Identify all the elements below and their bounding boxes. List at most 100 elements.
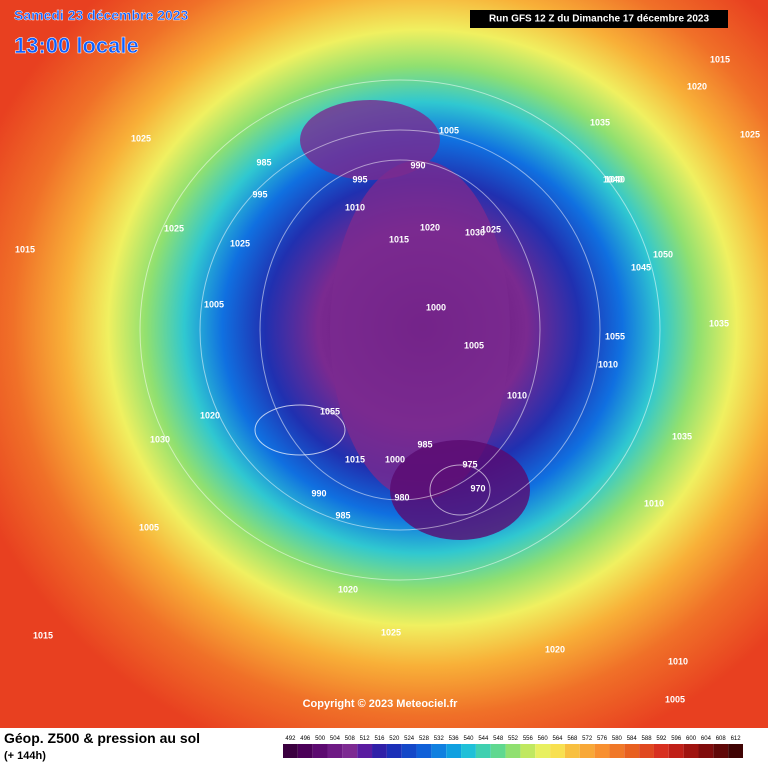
isobar-label: 985: [417, 439, 432, 449]
isobar-label: 1010: [668, 656, 688, 666]
scale-swatch: [594, 744, 610, 758]
scale-swatch: [312, 744, 328, 758]
scale-label: 532: [434, 736, 445, 742]
isobar-label: 1015: [389, 234, 409, 244]
isobar-label: 1025: [164, 223, 184, 233]
scale-swatch: [475, 744, 491, 758]
isobar-label: 995: [352, 174, 367, 184]
isobar-label: 1010: [644, 498, 664, 508]
trough: [330, 160, 510, 500]
scale-label: 544: [478, 736, 489, 742]
isobar: [139, 79, 661, 581]
isobar-label: 1040: [603, 174, 623, 184]
time: 13:00 locale: [14, 33, 139, 58]
isobar-label: 1055: [605, 331, 625, 341]
scale-label: 520: [389, 736, 400, 742]
isobar-label: 1020: [338, 584, 358, 594]
scale-label: 556: [523, 736, 534, 742]
scale-label: 568: [567, 736, 578, 742]
isobar-label: 985: [256, 157, 271, 167]
scale-swatch: [550, 744, 565, 758]
isobar-label: 970: [470, 483, 485, 493]
color-scale: 492 496 500 504 508 512 516 520 524 528 532 536 540 5…: [283, 736, 743, 758]
isobar: [254, 404, 346, 456]
isobar-label: 1020: [545, 644, 565, 654]
scale-label: 504: [330, 736, 341, 742]
isobar-label: 1005: [464, 340, 484, 350]
scale-swatch: [327, 744, 343, 758]
scale-swatch: [431, 744, 447, 758]
isobar-label: 1045: [631, 262, 651, 272]
scale-label: 604: [701, 736, 712, 742]
scale-label: 576: [597, 736, 608, 742]
isobar-label: 1005: [439, 125, 459, 135]
scale-label: 516: [374, 736, 385, 742]
scale-swatch: [579, 744, 595, 758]
isobar-label: 1055: [320, 406, 340, 416]
scale-label: 492: [285, 736, 296, 742]
scale-swatch: [639, 744, 654, 758]
scale-label: 508: [345, 736, 356, 742]
scale-swatch: [698, 744, 714, 758]
scale-label: 528: [419, 736, 430, 742]
scale-label: 588: [642, 736, 653, 742]
scale-swatch: [535, 744, 551, 758]
scale-swatch: [624, 744, 640, 758]
scale-swatch: [653, 744, 669, 758]
run-info: Run GFS 12 Z du Dimanche 17 décembre 202…: [489, 14, 710, 25]
isobar-label: 1035: [709, 318, 729, 328]
isobar-label: 1005: [665, 694, 685, 704]
isobar-label: 995: [252, 189, 267, 199]
isobar-label: 1000: [385, 454, 405, 464]
isobar-label: 1025: [740, 129, 760, 139]
run-box: [470, 10, 728, 28]
scale-swatch: [609, 744, 625, 758]
scale-label: 524: [404, 736, 415, 742]
isobar: [259, 159, 541, 501]
scale-label: 536: [449, 736, 460, 742]
lead-time: (+ 144h): [4, 750, 46, 762]
isobar-label: 990: [410, 160, 425, 170]
isobar-label: 1020: [420, 222, 440, 232]
scale-swatch: [372, 744, 387, 758]
isobar-label: 1015: [33, 630, 53, 640]
scale-label: 564: [553, 736, 564, 742]
scale-label: 552: [508, 736, 519, 742]
scale-swatch: [713, 744, 729, 758]
scale-swatch: [683, 744, 699, 758]
isobar: [199, 129, 601, 531]
scale-label: 600: [686, 736, 697, 742]
scale-label: 572: [582, 736, 593, 742]
scale-swatch: [505, 744, 521, 758]
isobar-label: 1025: [381, 627, 401, 637]
scale-swatch: [728, 744, 743, 758]
low: [390, 440, 530, 540]
scale-label: 580: [612, 736, 623, 742]
isobar-label: 1025: [481, 224, 501, 234]
isobar-label: 1005: [139, 522, 159, 532]
isobar-label: 1010: [598, 359, 618, 369]
scale-swatch: [668, 744, 684, 758]
scale-label: 596: [671, 736, 682, 742]
scale-swatch: [446, 744, 462, 758]
scale-swatch: [401, 744, 417, 758]
isobar-label: 985: [335, 510, 350, 520]
isobar-label: 1025: [131, 133, 151, 143]
scale-label: 592: [656, 736, 667, 742]
isobar-label: 1020: [200, 410, 220, 420]
scale-swatch: [520, 744, 536, 758]
scale-swatch: [283, 744, 298, 758]
scale-swatch: [386, 744, 402, 758]
scale-label: 584: [627, 736, 638, 742]
date: Samedi 23 décembre 2023: [14, 7, 189, 23]
scale-swatch: [342, 744, 358, 758]
isobar-label: 1005: [204, 299, 224, 309]
scale-swatch: [564, 744, 580, 758]
isobar-labels: 1015 1020 1025 1035 1040 1050 1015 1010 1005 985 9…: [15, 54, 760, 704]
scale-label: 512: [360, 736, 371, 742]
legend-title: Géop. Z500 & pression au sol: [4, 730, 201, 746]
isobar-label: 980: [394, 492, 409, 502]
isobar-label: 1030: [465, 227, 485, 237]
scale-label: 548: [493, 736, 504, 742]
